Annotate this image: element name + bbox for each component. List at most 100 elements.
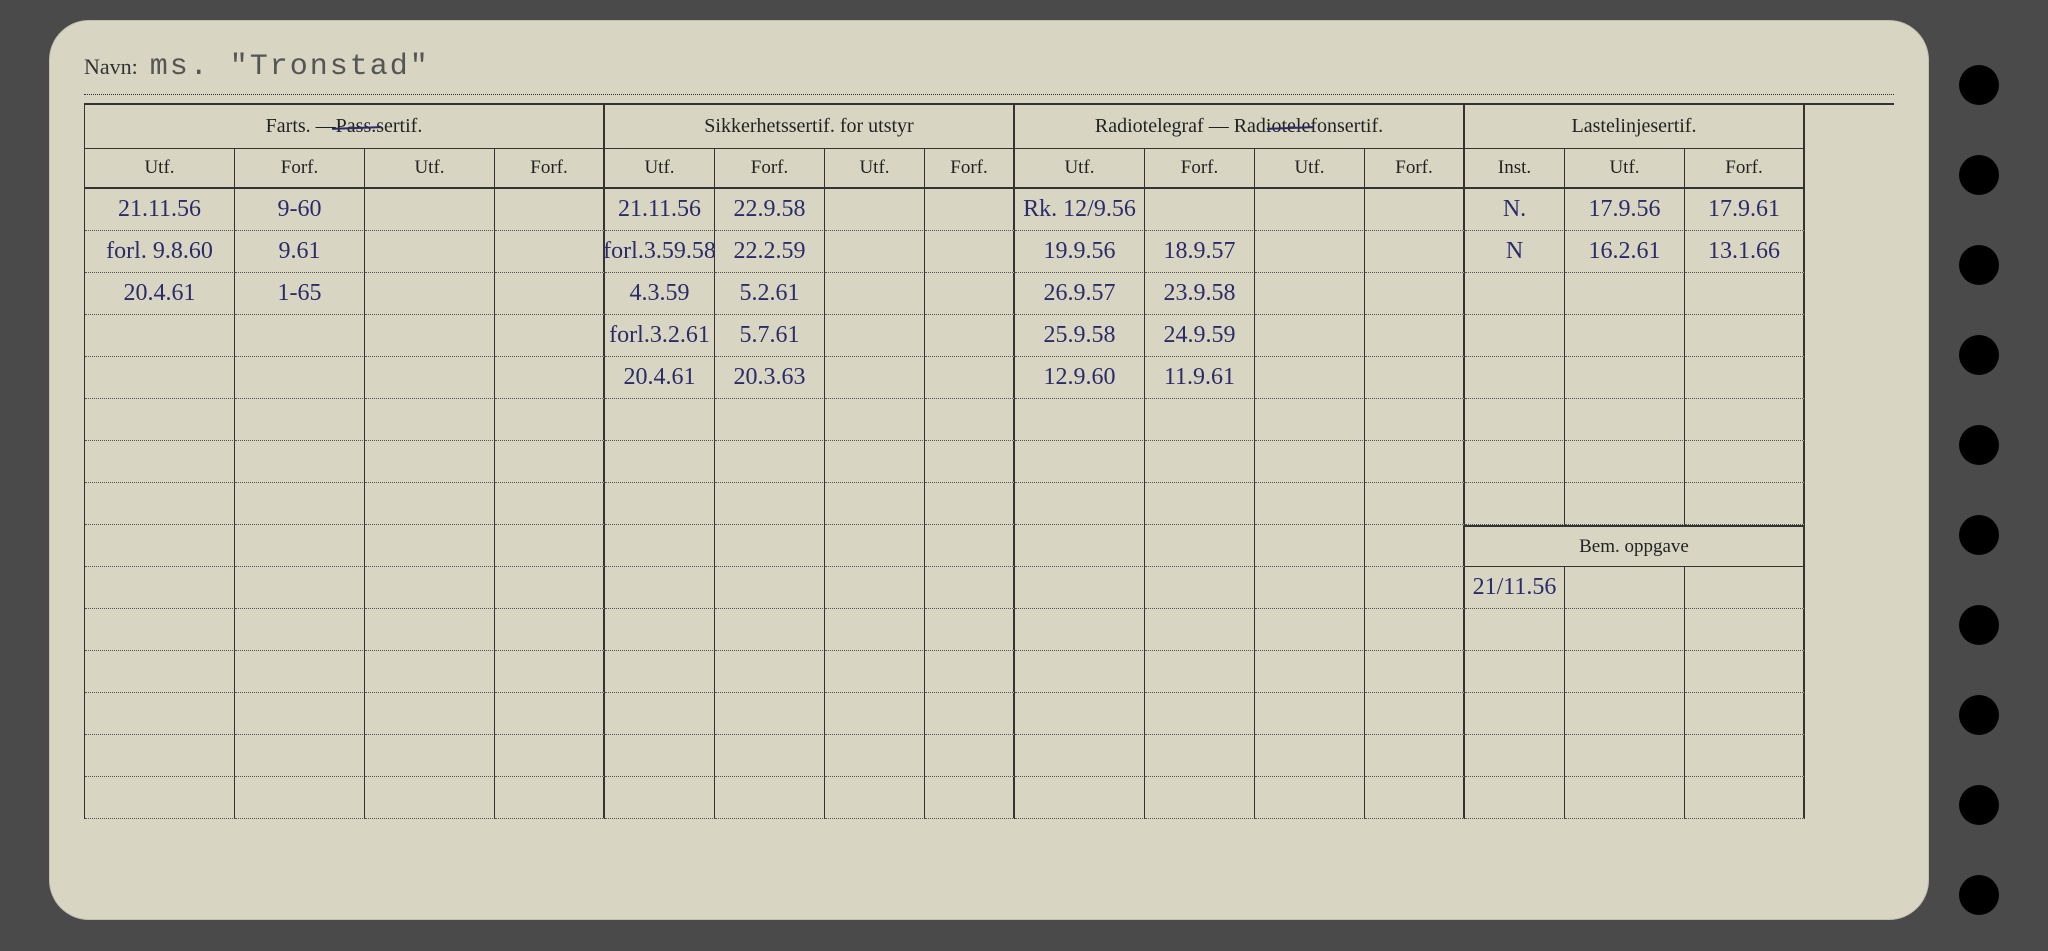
table-cell bbox=[1015, 777, 1145, 819]
table-cell bbox=[1565, 735, 1685, 777]
table-cell bbox=[1685, 651, 1805, 693]
table-cell bbox=[825, 483, 925, 525]
table-cell bbox=[925, 693, 1015, 735]
table-cell bbox=[1685, 315, 1805, 357]
table-cell bbox=[85, 735, 235, 777]
table-cell bbox=[85, 483, 235, 525]
table-cell bbox=[365, 441, 495, 483]
table-cell bbox=[85, 777, 235, 819]
table-cell: 17.9.61 bbox=[1685, 189, 1805, 231]
navn-value: ms. "Tronstad" bbox=[150, 50, 430, 84]
table-cell bbox=[715, 609, 825, 651]
table-cell bbox=[825, 777, 925, 819]
table-cell bbox=[1145, 693, 1255, 735]
table-cell bbox=[85, 315, 235, 357]
table-cell bbox=[1255, 441, 1365, 483]
table-cell bbox=[605, 777, 715, 819]
table-cell bbox=[715, 483, 825, 525]
table-cell bbox=[1565, 357, 1685, 399]
table-cell bbox=[1465, 693, 1565, 735]
table-cell: 21.11.56 bbox=[605, 189, 715, 231]
table-cell bbox=[1565, 399, 1685, 441]
table-cell: 11.9.61 bbox=[1145, 357, 1255, 399]
table-cell bbox=[235, 525, 365, 567]
table-cell bbox=[235, 441, 365, 483]
table-cell: forl.3.59.58 bbox=[605, 231, 715, 273]
table-cell bbox=[825, 189, 925, 231]
table-cell bbox=[605, 609, 715, 651]
sub-forf: Forf. bbox=[495, 149, 605, 189]
table-cell bbox=[1255, 609, 1365, 651]
table-cell bbox=[495, 609, 605, 651]
table-cell bbox=[85, 651, 235, 693]
table-cell: 26.9.57 bbox=[1015, 273, 1145, 315]
table-cell bbox=[925, 651, 1015, 693]
table-cell bbox=[85, 693, 235, 735]
table-cell bbox=[1015, 399, 1145, 441]
table-cell bbox=[825, 735, 925, 777]
table-cell bbox=[1365, 693, 1465, 735]
table-cell bbox=[715, 651, 825, 693]
table-cell bbox=[495, 441, 605, 483]
table-cell bbox=[1465, 483, 1565, 525]
table-cell bbox=[1365, 609, 1465, 651]
table-cell bbox=[1255, 735, 1365, 777]
table-cell bbox=[825, 609, 925, 651]
table-cell: 9.61 bbox=[235, 231, 365, 273]
table-cell bbox=[235, 777, 365, 819]
table-cell: 22.2.59 bbox=[715, 231, 825, 273]
table-cell bbox=[1145, 483, 1255, 525]
table-cell: 5.7.61 bbox=[715, 315, 825, 357]
sub-utf: Utf. bbox=[605, 149, 715, 189]
table-cell: forl. 9.8.60 bbox=[85, 231, 235, 273]
table-cell bbox=[825, 399, 925, 441]
hole-icon bbox=[1959, 65, 1999, 105]
table-cell bbox=[925, 483, 1015, 525]
hole-icon bbox=[1959, 605, 1999, 645]
table-cell bbox=[1365, 357, 1465, 399]
table-cell bbox=[1365, 483, 1465, 525]
table-cell bbox=[1465, 735, 1565, 777]
table-cell bbox=[495, 315, 605, 357]
table-cell: 16.2.61 bbox=[1565, 231, 1685, 273]
table-cell bbox=[825, 693, 925, 735]
table-cell bbox=[825, 441, 925, 483]
table-cell bbox=[495, 735, 605, 777]
table-cell bbox=[365, 357, 495, 399]
table-cell bbox=[1365, 777, 1465, 819]
navn-label: Navn: bbox=[84, 54, 138, 80]
table-cell: 18.9.57 bbox=[1145, 231, 1255, 273]
sub-inst: Inst. bbox=[1465, 149, 1565, 189]
table-cell bbox=[1365, 273, 1465, 315]
table-cell bbox=[495, 231, 605, 273]
sub-forf: Forf. bbox=[715, 149, 825, 189]
table-cell bbox=[605, 567, 715, 609]
table-cell bbox=[1145, 651, 1255, 693]
group-lastelinje: Lastelinjesertif. bbox=[1465, 105, 1805, 149]
table-cell bbox=[1685, 567, 1805, 609]
table-cell bbox=[825, 651, 925, 693]
page-wrap: Navn: ms. "Tronstad" Farts. — Pass. sert… bbox=[49, 20, 1999, 920]
table-cell: Rk. 12/9.56 bbox=[1015, 189, 1145, 231]
table-cell bbox=[1145, 735, 1255, 777]
table-cell bbox=[365, 609, 495, 651]
sub-utf: Utf. bbox=[365, 149, 495, 189]
sub-forf: Forf. bbox=[1685, 149, 1805, 189]
table-cell: 17.9.56 bbox=[1565, 189, 1685, 231]
table-cell bbox=[235, 399, 365, 441]
table-cell: 21/11.56 bbox=[1465, 567, 1565, 609]
table-cell bbox=[605, 735, 715, 777]
table-cell: 20.4.61 bbox=[85, 273, 235, 315]
table-cell bbox=[1015, 609, 1145, 651]
table-cell bbox=[1365, 735, 1465, 777]
table-cell bbox=[825, 525, 925, 567]
table-cell: 4.3.59 bbox=[605, 273, 715, 315]
table-cell bbox=[1565, 273, 1685, 315]
table-cell bbox=[715, 735, 825, 777]
table-cell bbox=[1255, 693, 1365, 735]
table-cell bbox=[925, 525, 1015, 567]
hole-icon bbox=[1959, 155, 1999, 195]
table-cell bbox=[235, 609, 365, 651]
table-cell bbox=[605, 693, 715, 735]
table-cell bbox=[1365, 189, 1465, 231]
